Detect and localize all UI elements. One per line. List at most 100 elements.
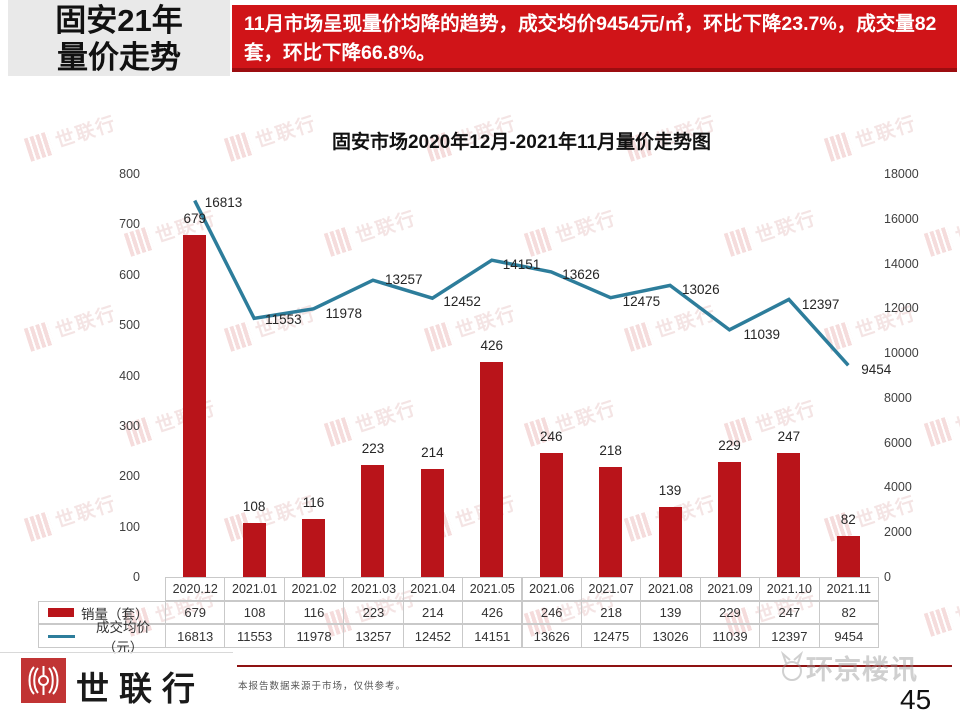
table-value-cell: 12397	[759, 624, 820, 648]
table-month-header: 2021.09	[699, 577, 761, 601]
left-axis-tick: 700	[119, 217, 140, 232]
table-month-header: 2021.05	[462, 577, 523, 601]
brand-watermark: 世联行	[723, 203, 820, 257]
volume-bar	[777, 452, 801, 577]
volume-bar	[242, 522, 266, 577]
slide-title-line2: 量价走势	[57, 40, 181, 75]
right-axis-tick: 8000	[884, 390, 912, 405]
volume-bar-label: 679	[183, 210, 206, 226]
watermark-text: 世联行	[553, 208, 620, 248]
price-point-label: 12452	[443, 294, 481, 310]
right-axis-tick: 10000	[884, 346, 919, 361]
channel-stamp: 环京楼讯	[778, 648, 918, 687]
table-value-cell: 108	[224, 601, 285, 624]
watermark-text: 世联行	[353, 208, 420, 248]
watermark-logo-icon	[623, 511, 654, 542]
table-value-cell: 16813	[165, 624, 226, 648]
table-value-cell: 679	[165, 601, 226, 624]
price-point-label: 14151	[502, 257, 541, 273]
volume-bar-label: 229	[718, 437, 741, 453]
watermark-text: 世联行	[953, 588, 960, 628]
watermark-text: 世联行	[753, 208, 820, 248]
left-axis-tick: 100	[119, 519, 140, 534]
disclaimer-text: 本报告数据来源于市场，仅供参考。	[238, 681, 407, 692]
price-point-label: 11039	[743, 326, 780, 342]
table-value-cell: 116	[283, 601, 345, 624]
legend-label: 销量（套）	[81, 606, 149, 622]
table-value-cell: 247	[759, 601, 820, 624]
worldunion-logo-icon	[21, 658, 66, 703]
table-value-cell: 82	[818, 601, 879, 624]
table-month-header: 2021.04	[402, 577, 464, 601]
table-value-cell: 13626	[521, 624, 582, 648]
watermark-text: 世联行	[653, 303, 720, 343]
watermark-logo-icon	[423, 321, 454, 352]
watermark-logo-icon	[323, 226, 354, 257]
watermark-logo-icon	[923, 606, 954, 637]
table-month-header: 2021.10	[759, 577, 820, 601]
rabbit-doodle-icon	[780, 650, 804, 681]
table-value-cell: 229	[699, 601, 761, 624]
volume-bar	[183, 234, 207, 577]
brand-name: 世联行	[76, 670, 205, 707]
table-month-header: 2020.12	[165, 577, 226, 601]
right-axis-tick: 6000	[884, 435, 912, 450]
table-value-cell: 223	[343, 601, 404, 624]
table-value-cell: 14151	[462, 624, 523, 648]
right-axis-tick: 12000	[884, 301, 919, 316]
price-point-label: 16813	[204, 194, 243, 210]
table-value-cell: 13026	[640, 624, 701, 648]
brand-watermark: 世联行	[323, 203, 420, 257]
price-point-label: 12475	[622, 293, 661, 309]
price-line-swatch-icon	[48, 634, 75, 638]
left-axis-tick: 200	[119, 469, 140, 484]
volume-bar	[361, 464, 385, 577]
volume-bar	[658, 506, 682, 577]
left-axis-tick: 400	[119, 368, 140, 383]
brand-watermark: 世联行	[23, 108, 120, 162]
volume-bar	[717, 461, 741, 577]
table-value-cell: 12475	[580, 624, 642, 648]
table-value-cell: 246	[521, 601, 582, 624]
watermark-text: 世联行	[953, 208, 960, 248]
volume-bar-swatch-icon	[48, 608, 74, 617]
brand-watermark: 世联行	[923, 583, 960, 637]
table-value-cell: 12452	[402, 624, 464, 648]
watermark-logo-icon	[623, 321, 654, 352]
chart-title: 固安市场2020年12月-2021年11月量价走势图	[331, 132, 712, 153]
table-value-cell: 426	[462, 601, 523, 624]
table-month-header: 2021.01	[224, 577, 285, 601]
right-axis-tick: 16000	[884, 211, 919, 226]
table-value-cell: 11039	[699, 624, 761, 648]
left-axis-tick: 300	[119, 418, 140, 433]
watermark-logo-icon	[523, 226, 554, 257]
right-axis-tick: 0	[884, 570, 891, 584]
watermark-logo-icon	[923, 226, 954, 257]
volume-bar	[836, 535, 860, 577]
price-point-label: 13026	[682, 282, 720, 298]
price-point-label: 13626	[562, 266, 600, 282]
left-axis-tick: 500	[119, 318, 140, 333]
watermark-logo-icon	[223, 321, 254, 352]
volume-bar-label: 426	[480, 338, 504, 354]
table-value-cell: 11978	[283, 624, 345, 648]
left-axis-tick: 800	[119, 167, 140, 181]
table-value-cell: 214	[402, 601, 464, 624]
right-axis-tick: 18000	[884, 167, 919, 181]
slide-title-line1: 固安21年	[55, 3, 183, 38]
channel-stamp-text: 环京楼讯	[806, 655, 918, 685]
brand-watermark: 世联行	[523, 203, 620, 257]
volume-bar	[420, 469, 444, 577]
watermark-logo-icon	[23, 321, 54, 352]
table-legend-price: 成交均价（元）	[38, 620, 166, 655]
table-value-cell: 13257	[343, 624, 404, 648]
price-point-label: 9454	[861, 362, 892, 378]
right-axis-tick: 2000	[884, 525, 912, 540]
watermark-logo-icon	[23, 131, 54, 162]
volume-bar	[539, 453, 563, 577]
headline-banner: 11月市场呈现量价均降的趋势，成交均价9454元/㎡，环比下降23.7%，成交量…	[232, 5, 957, 72]
table-value-cell: 9454	[818, 624, 879, 648]
volume-bar-label: 116	[302, 494, 325, 510]
price-point-label: 13257	[384, 272, 423, 288]
